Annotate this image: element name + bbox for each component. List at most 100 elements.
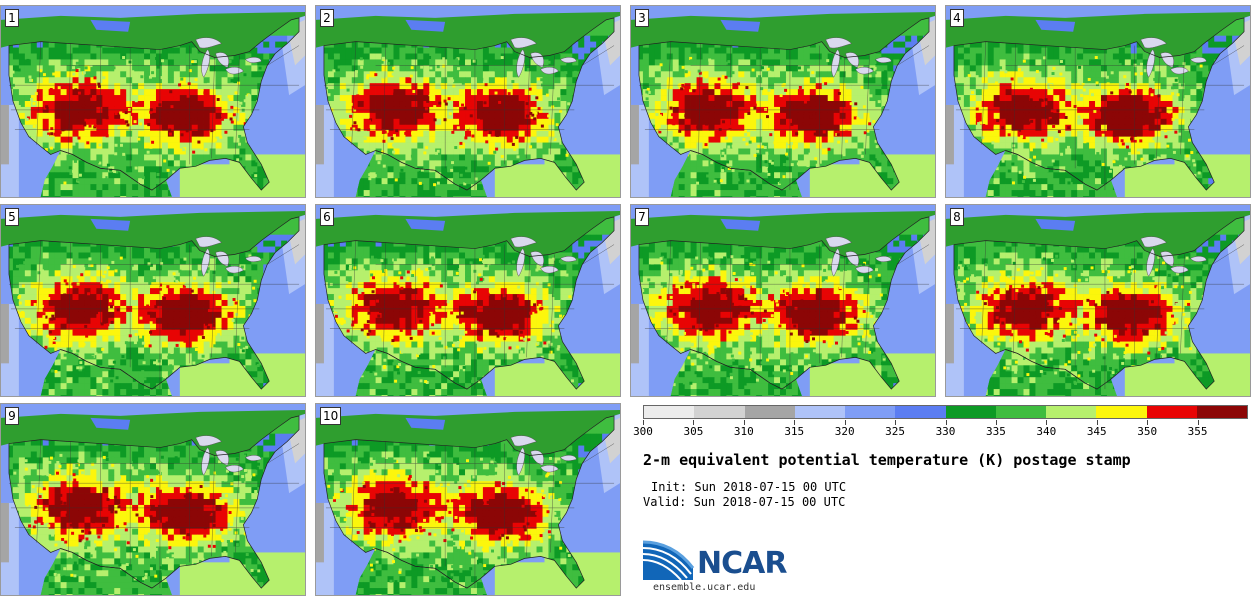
stamp-panel-6: 6 [315,204,621,397]
colorbar-tick-mark [1046,420,1048,425]
great-lakes [195,435,223,447]
colorbar-tick-label: 350 [1137,425,1158,438]
colorbar-tick-label: 300 [633,425,653,438]
stamp-panel-9: 9 [0,403,306,596]
ncar-wordmark: NCAR [697,546,787,581]
colorbar-bin-325 [895,406,946,418]
map-3 [631,6,935,197]
colorbar-bin-355 [1196,406,1247,418]
map-6 [316,205,620,396]
state-borders [8,439,300,589]
map-10 [316,404,620,595]
member-number: 4 [950,9,964,27]
colorbar-bin-300 [644,406,695,418]
great-lakes [825,37,853,49]
colorbar-tick-mark [643,420,644,425]
ncar-swoosh-icon [643,540,695,580]
colorbar-tick-label: 310 [733,425,754,438]
colorbar-bin-305 [694,406,745,418]
colorbar-tick-label: 330 [935,425,956,438]
colorbar-bin-315 [794,406,845,418]
plot-title: 2-m equivalent potential temperature (K)… [643,451,1131,469]
canada-region [631,205,935,257]
canada-region [316,404,620,456]
stamp-panel-1: 1 [0,5,306,198]
colorbar [643,405,1248,419]
colorbar-tick-label: 345 [1086,425,1107,438]
canada-region [1,6,305,58]
colorbar-bin-335 [995,406,1046,418]
stamp-panel-8: 8 [945,204,1251,397]
member-number: 2 [320,9,334,27]
colorbar-tick-label: 335 [985,425,1006,438]
stamp-panel-10: 10 [315,403,621,596]
colorbar-tick-label: 320 [834,425,855,438]
member-number: 5 [5,208,19,226]
state-borders [953,240,1245,390]
colorbar-tick-mark [844,420,846,425]
stamp-panel-2: 2 [315,5,621,198]
ncar-logo: NCAR [643,540,793,582]
colorbar-bin-330 [945,406,996,418]
canada-region [316,6,620,58]
great-lakes [825,236,853,248]
colorbar-tick-label: 325 [885,425,906,438]
init-time: Init: Sun 2018-07-15 00 UTC [651,480,847,494]
member-number: 3 [635,9,649,27]
great-lakes [195,37,223,49]
member-number: 10 [320,407,342,425]
map-9 [1,404,305,595]
member-number: 8 [950,208,964,226]
state-borders [953,41,1245,191]
map-5 [1,205,305,396]
map-8 [946,205,1250,396]
state-borders [323,240,615,390]
stamp-panel-5: 5 [0,204,306,397]
colorbar-ticks: 300 305 310 315 320 325 330 335 340 345 350 355 [633,420,1248,440]
colorbar-tick-mark [945,420,947,425]
great-lakes [510,435,538,447]
state-borders [8,41,300,191]
colorbar-tick-mark [1197,420,1199,425]
great-lakes [1140,37,1168,49]
state-borders [8,240,300,390]
member-number: 7 [635,208,649,226]
valid-time: Valid: Sun 2018-07-15 00 UTC [643,495,846,509]
canada-region [1,205,305,257]
state-borders [323,41,615,191]
colorbar-bin-350 [1146,406,1197,418]
great-lakes [1140,236,1168,248]
stamp-panel-7: 7 [630,204,936,397]
colorbar-tick-mark [794,420,796,425]
canada-region [316,205,620,257]
map-1 [1,6,305,197]
colorbar-tick-mark [1096,420,1098,425]
colorbar-bin-320 [845,406,896,418]
colorbar-bin-345 [1096,406,1147,418]
colorbar-tick-label: 340 [1036,425,1057,438]
colorbar-bin-340 [1046,406,1097,418]
member-number: 1 [5,9,19,27]
state-borders [638,240,930,390]
colorbar-tick-mark [693,420,695,425]
state-borders [638,41,930,191]
stamp-panel-3: 3 [630,5,936,198]
colorbar-tick-mark [895,420,897,425]
canada-region [946,6,1250,58]
ensemble-url: ensemble.ucar.edu [653,582,756,593]
colorbar-tick-mark [995,420,997,425]
great-lakes [510,236,538,248]
colorbar-bin-310 [744,406,795,418]
colorbar-tick-label: 305 [683,425,704,438]
great-lakes [510,37,538,49]
colorbar-tick-mark [743,420,745,425]
canada-region [1,404,305,456]
canada-region [631,6,935,58]
member-number: 6 [320,208,334,226]
member-number: 9 [5,407,19,425]
map-2 [316,6,620,197]
map-4 [946,6,1250,197]
map-7 [631,205,935,396]
state-borders [323,439,615,589]
canada-region [946,205,1250,257]
